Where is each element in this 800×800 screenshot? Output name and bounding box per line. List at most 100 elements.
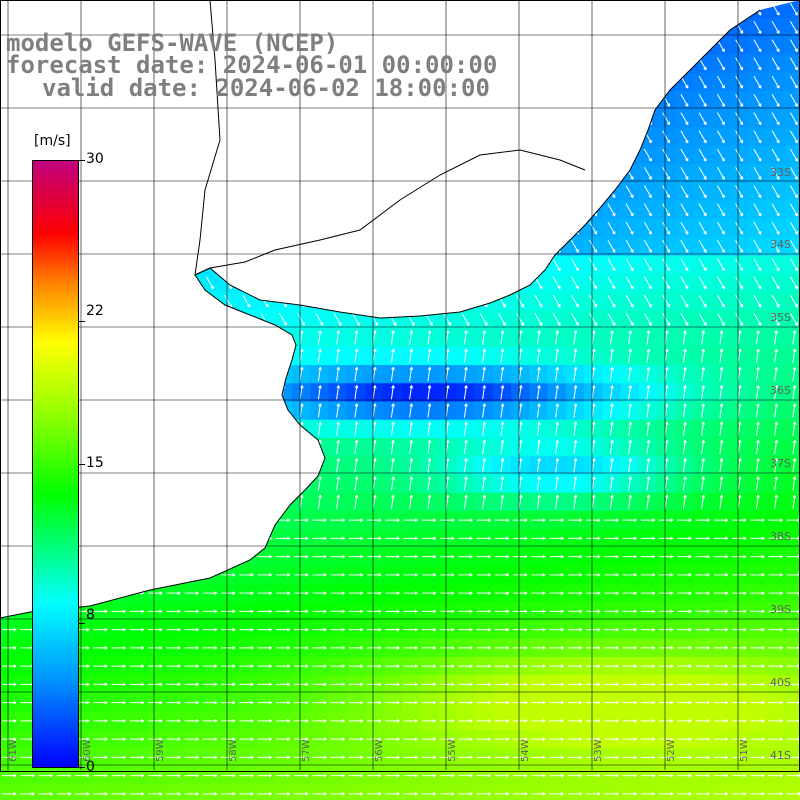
wind-arrow (202, 554, 218, 559)
wind-arrow (421, 573, 437, 577)
speed-cell (365, 237, 384, 257)
speed-cell (0, 200, 19, 220)
wind-arrow (184, 536, 199, 541)
wind-arrow (589, 39, 598, 53)
wind-arrow (552, 185, 561, 199)
wind-arrow (260, 148, 269, 162)
wind-arrow (570, 130, 579, 144)
wind-arrow (421, 591, 437, 595)
speed-cell (529, 182, 549, 202)
speed-cell (237, 310, 257, 330)
speed-cell (565, 164, 585, 184)
wind-arrow (591, 366, 596, 382)
wind-arrow (257, 518, 272, 522)
wind-arrow (166, 755, 181, 760)
speed-cell (127, 456, 147, 476)
wind-arrow (682, 421, 687, 436)
wind-arrow (479, 203, 488, 217)
wind-arrow (732, 554, 747, 559)
wind-arrow (226, 494, 231, 509)
wind-arrow (750, 682, 765, 687)
speed-cell (401, 200, 421, 220)
wind-arrow (586, 646, 601, 650)
wind-arrow (7, 421, 12, 436)
wind-arrow (604, 682, 619, 687)
wind-arrow (500, 330, 505, 345)
speed-cell (255, 365, 275, 384)
wind-arrow (278, 313, 287, 326)
wind-arrow (463, 348, 468, 363)
wind-arrow (604, 536, 619, 541)
wind-arrow (664, 458, 669, 473)
speed-cell (456, 219, 476, 238)
speed-cell (492, 255, 512, 275)
wind-arrow (735, 258, 744, 272)
wind-arrow (589, 203, 598, 217)
wind-arrow (2, 755, 17, 760)
wind-arrow (80, 366, 85, 382)
wind-arrow (737, 476, 742, 491)
wind-arrow (221, 792, 236, 796)
speed-cell (219, 219, 238, 238)
speed-cell (401, 18, 421, 38)
wind-arrow (536, 385, 541, 400)
wind-arrow (698, 148, 707, 162)
speed-cell (255, 0, 275, 19)
wind-arrow (664, 348, 669, 363)
wind-arrow (443, 185, 452, 199)
speed-cell (255, 255, 275, 275)
wind-arrow (129, 792, 145, 796)
speed-cell (474, 273, 494, 293)
wind-arrow (151, 276, 160, 290)
wind-arrow (409, 458, 414, 473)
speed-cell (91, 401, 111, 421)
wind-arrow (388, 112, 397, 126)
speed-cell (109, 310, 129, 330)
wind-arrow (275, 792, 291, 796)
wind-arrow (662, 240, 671, 253)
wind-arrow (151, 112, 160, 126)
wind-arrow (348, 719, 364, 723)
wind-arrow (348, 591, 364, 595)
speed-cell (383, 182, 403, 202)
wind-arrow (406, 112, 415, 126)
wind-arrow (570, 57, 579, 71)
wind-arrow (403, 737, 418, 741)
wind-arrow (609, 458, 614, 473)
wind-arrow (148, 536, 163, 541)
wind-arrow (589, 258, 598, 272)
speed-cell (419, 200, 439, 220)
wind-arrow (573, 385, 578, 400)
speed-cell (419, 273, 439, 293)
wind-arrow (25, 330, 30, 345)
wind-arrow (589, 57, 598, 71)
wind-arrow (348, 554, 364, 559)
speed-cell (492, 200, 512, 220)
wind-arrow (771, 130, 780, 144)
wind-arrow (278, 2, 287, 16)
wind-arrow (187, 130, 196, 144)
wind-arrow (500, 385, 505, 400)
speed-cell (620, 73, 640, 92)
wind-arrow (424, 240, 433, 253)
wind-arrow (5, 240, 14, 253)
wind-arrow (260, 240, 269, 253)
wind-arrow (677, 518, 692, 522)
speed-cell (237, 401, 257, 421)
speed-cell (219, 547, 238, 567)
wind-arrow (677, 646, 692, 650)
speed-cell (91, 383, 111, 403)
wind-arrow (351, 258, 360, 272)
wind-arrow (385, 573, 400, 577)
wind-arrow (662, 130, 671, 144)
wind-arrow (625, 21, 634, 34)
wind-arrow (153, 330, 158, 345)
wind-arrow (208, 330, 213, 345)
wind-arrow (5, 148, 14, 162)
speed-cell (620, 127, 640, 147)
wind-arrow (555, 439, 560, 455)
wind-arrow (479, 313, 488, 326)
speed-cell (237, 127, 257, 147)
wind-arrow (166, 646, 181, 650)
longitude-label: 57W (301, 739, 312, 762)
